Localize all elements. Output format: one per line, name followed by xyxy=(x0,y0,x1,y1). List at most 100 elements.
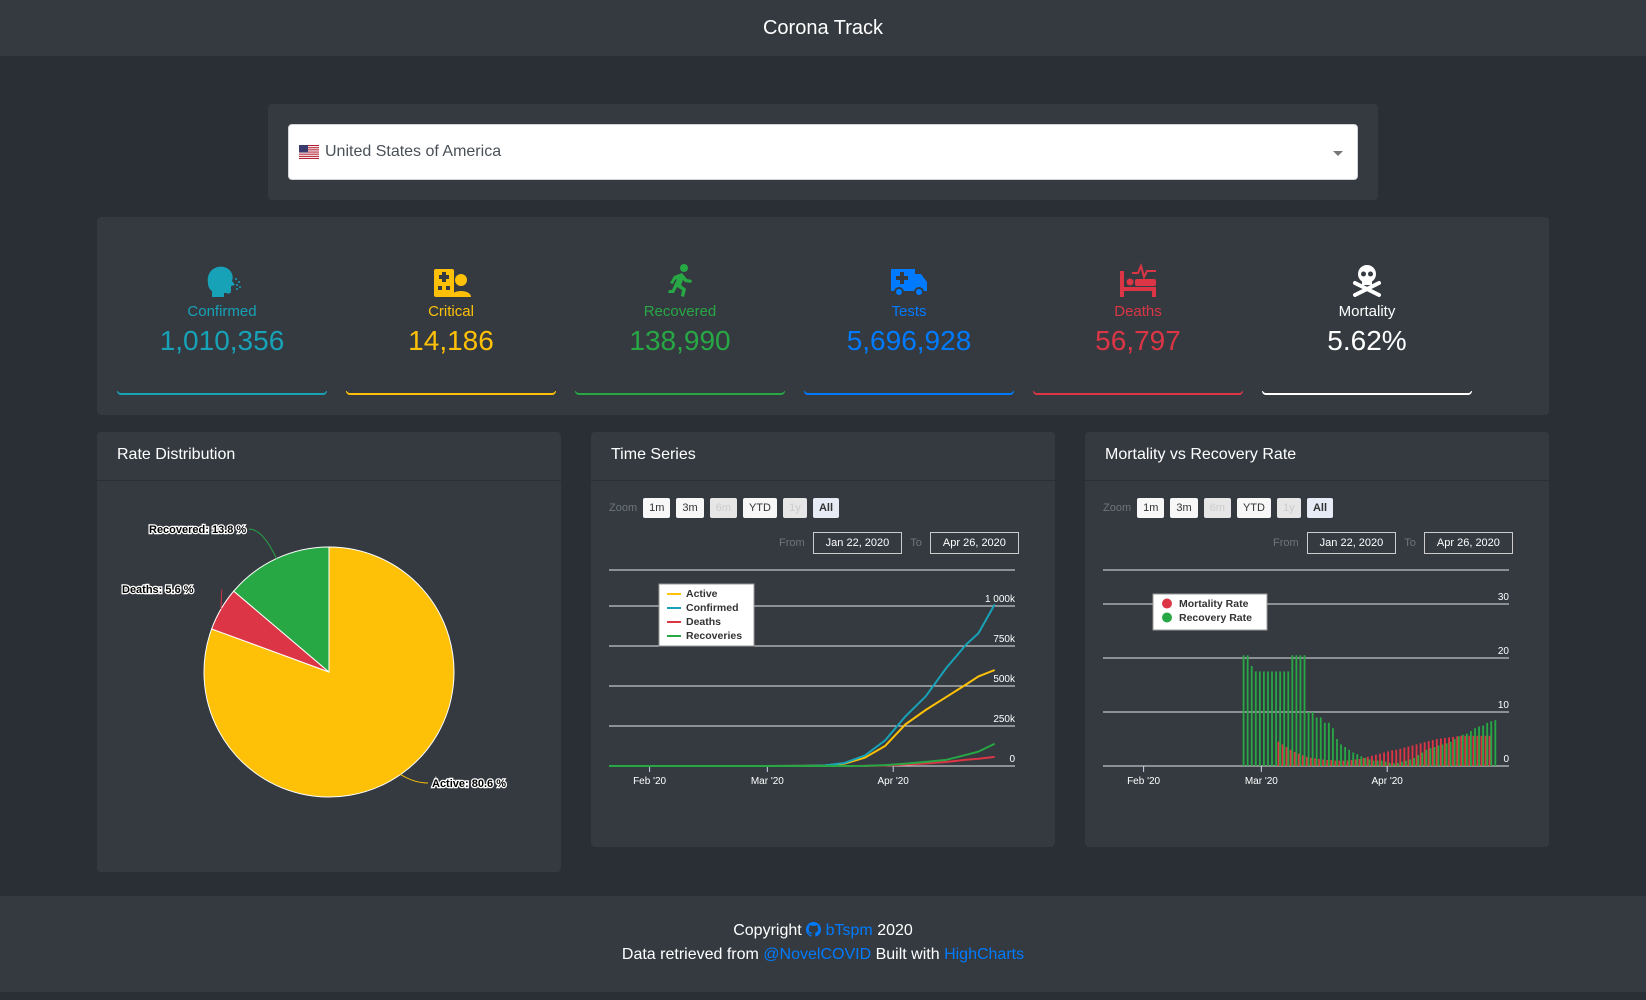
from-date-input[interactable]: Jan 22, 2020 xyxy=(1306,532,1397,554)
to-label: To xyxy=(1404,537,1416,549)
bar-mortality-rate xyxy=(1431,740,1434,766)
panel-title: Time Series xyxy=(591,432,1055,481)
bar-mortality-rate xyxy=(1460,735,1463,766)
bar-mortality-rate xyxy=(1338,760,1341,766)
legend-swatch xyxy=(1162,612,1172,623)
stat-critical: Critical 14,186 xyxy=(346,217,556,395)
footer: Copyright bTspm 2020 Data retrieved from… xyxy=(0,896,1646,992)
bar-recovery-rate xyxy=(1287,671,1290,766)
pie-slice-recovered xyxy=(232,546,330,674)
ambulance-icon xyxy=(891,269,927,297)
chevron-down-icon[interactable] xyxy=(1333,151,1343,156)
x-tick-label: Feb '20 xyxy=(1127,776,1160,787)
bar-recovery-rate xyxy=(1441,744,1444,766)
source-link[interactable]: @NovelCOVID xyxy=(763,946,872,963)
stat-bar xyxy=(804,391,1014,395)
zoom-all-button[interactable]: All xyxy=(1306,498,1334,518)
footer-line-2: Data retrieved from @NovelCOVID Built wi… xyxy=(0,946,1646,964)
x-tick-label: Feb '20 xyxy=(633,776,666,787)
pie-connector xyxy=(248,528,277,559)
bar-recovery-rate xyxy=(1295,655,1298,766)
highcharts-link[interactable]: HighCharts xyxy=(944,946,1025,963)
bar-recovery-rate xyxy=(1332,728,1334,766)
zoom-ytd-button[interactable]: YTD xyxy=(1236,498,1271,518)
bar-recovery-rate xyxy=(1490,721,1493,766)
stat-label: Mortality xyxy=(1338,303,1396,320)
bar-mortality-rate xyxy=(1281,744,1284,766)
bar-recovery-rate xyxy=(1372,760,1375,766)
bar-mortality-rate xyxy=(1330,760,1333,766)
x-tick-label: Mar '20 xyxy=(751,776,784,787)
pie-chart: Active: 80.6 % Deaths: 5.6 % Recovered: 13… xyxy=(121,523,507,798)
bar-mortality-rate xyxy=(1366,756,1369,766)
bar-recovery-rate xyxy=(1461,734,1464,766)
zoom-3m-button[interactable]: 3m xyxy=(676,498,704,518)
bar-mortality-rate xyxy=(1407,746,1410,766)
country-select[interactable]: United States of America xyxy=(288,124,1358,180)
zoom-1m-button[interactable]: 1m xyxy=(643,498,671,518)
bar-mortality-rate xyxy=(1403,747,1406,766)
legend-item: Recoveries xyxy=(686,630,742,642)
y-tick-label: 0 xyxy=(1503,754,1509,765)
bar-mortality-rate xyxy=(1419,743,1422,766)
stats-card: Confirmed 1,010,356 Critical 14,186 Reco… xyxy=(97,217,1549,415)
series-line-recoveries xyxy=(608,742,996,767)
bar-recovery-rate xyxy=(1449,741,1452,766)
zoom-6m-button[interactable]: 6m xyxy=(709,498,737,518)
bar-recovery-rate xyxy=(1283,671,1286,766)
bar-mortality-rate xyxy=(1297,753,1300,766)
to-date-input[interactable]: Apr 26, 2020 xyxy=(1423,532,1513,554)
bar-recovery-rate xyxy=(1258,671,1261,766)
y-tick-label: 10 xyxy=(1498,700,1510,711)
stat-label: Recovered xyxy=(643,303,717,320)
zoom-3m-button[interactable]: 3m xyxy=(1170,498,1198,518)
bar-recovery-rate xyxy=(1271,671,1273,766)
zoom-1m-button[interactable]: 1m xyxy=(1137,498,1165,518)
from-date-input[interactable]: Jan 22, 2020 xyxy=(812,532,903,554)
bar-recovery-rate xyxy=(1262,671,1265,766)
stat-label: Confirmed xyxy=(187,303,257,320)
zoom-label: Zoom xyxy=(1103,502,1132,514)
bar-mortality-rate xyxy=(1452,736,1454,766)
zoom-1y-button[interactable]: 1y xyxy=(782,498,807,518)
bar-mortality-rate xyxy=(1285,747,1288,766)
pie-label: Deaths: 5.6 % xyxy=(122,584,194,596)
zoom-all-button[interactable]: All xyxy=(812,498,840,518)
x-tick-label: Apr '20 xyxy=(878,776,910,787)
to-date-input[interactable]: Apr 26, 2020 xyxy=(929,532,1019,554)
y-tick-label: 250k xyxy=(993,714,1016,725)
bar-recovery-rate xyxy=(1364,757,1367,766)
bar-recovery-rate xyxy=(1352,752,1355,766)
bar-mortality-rate xyxy=(1358,758,1361,766)
bar-mortality-rate xyxy=(1411,745,1414,766)
zoom-1y-button[interactable]: 1y xyxy=(1276,498,1301,518)
time-series-chart: 0 250k 500k 750k 1 000k Feb '20 Mar '20 Apr '20… xyxy=(608,569,1016,787)
stat-bar xyxy=(575,391,785,395)
bar-recovery-rate xyxy=(1478,726,1480,766)
pie-label: Active: 80.6 % xyxy=(432,778,506,790)
bar-recovery-rate xyxy=(1315,717,1318,766)
bar-recovery-rate xyxy=(1413,757,1416,766)
bar-recovery-rate xyxy=(1319,717,1322,766)
y-tick-label: 500k xyxy=(993,674,1016,685)
author-link[interactable]: bTspm xyxy=(825,922,873,939)
bar-recovery-rate xyxy=(1336,739,1338,766)
bar-recovery-rate xyxy=(1348,749,1351,766)
bar-mortality-rate xyxy=(1370,755,1373,766)
zoom-row: Zoom 1m 3m 6m YTD 1y All xyxy=(609,498,845,518)
pie-label: Recovered: 13.8 % xyxy=(149,524,246,536)
date-range-row: From Jan 22, 2020 To Apr 26, 2020 xyxy=(771,532,1019,554)
bar-recovery-rate xyxy=(1340,744,1342,766)
app-title[interactable]: Corona Track xyxy=(762,16,884,39)
bar-mortality-rate xyxy=(1484,735,1487,766)
bar-recovery-rate xyxy=(1303,655,1306,766)
year-text: 2020 xyxy=(877,922,913,939)
bar-recovery-rate xyxy=(1311,712,1314,766)
bar-recovery-rate xyxy=(1368,759,1371,766)
bar-recovery-rate xyxy=(1299,655,1302,766)
hospital-user-icon xyxy=(434,269,471,297)
github-icon xyxy=(806,922,822,937)
zoom-label: Zoom xyxy=(609,502,638,514)
zoom-6m-button[interactable]: 6m xyxy=(1203,498,1231,518)
zoom-ytd-button[interactable]: YTD xyxy=(742,498,777,518)
